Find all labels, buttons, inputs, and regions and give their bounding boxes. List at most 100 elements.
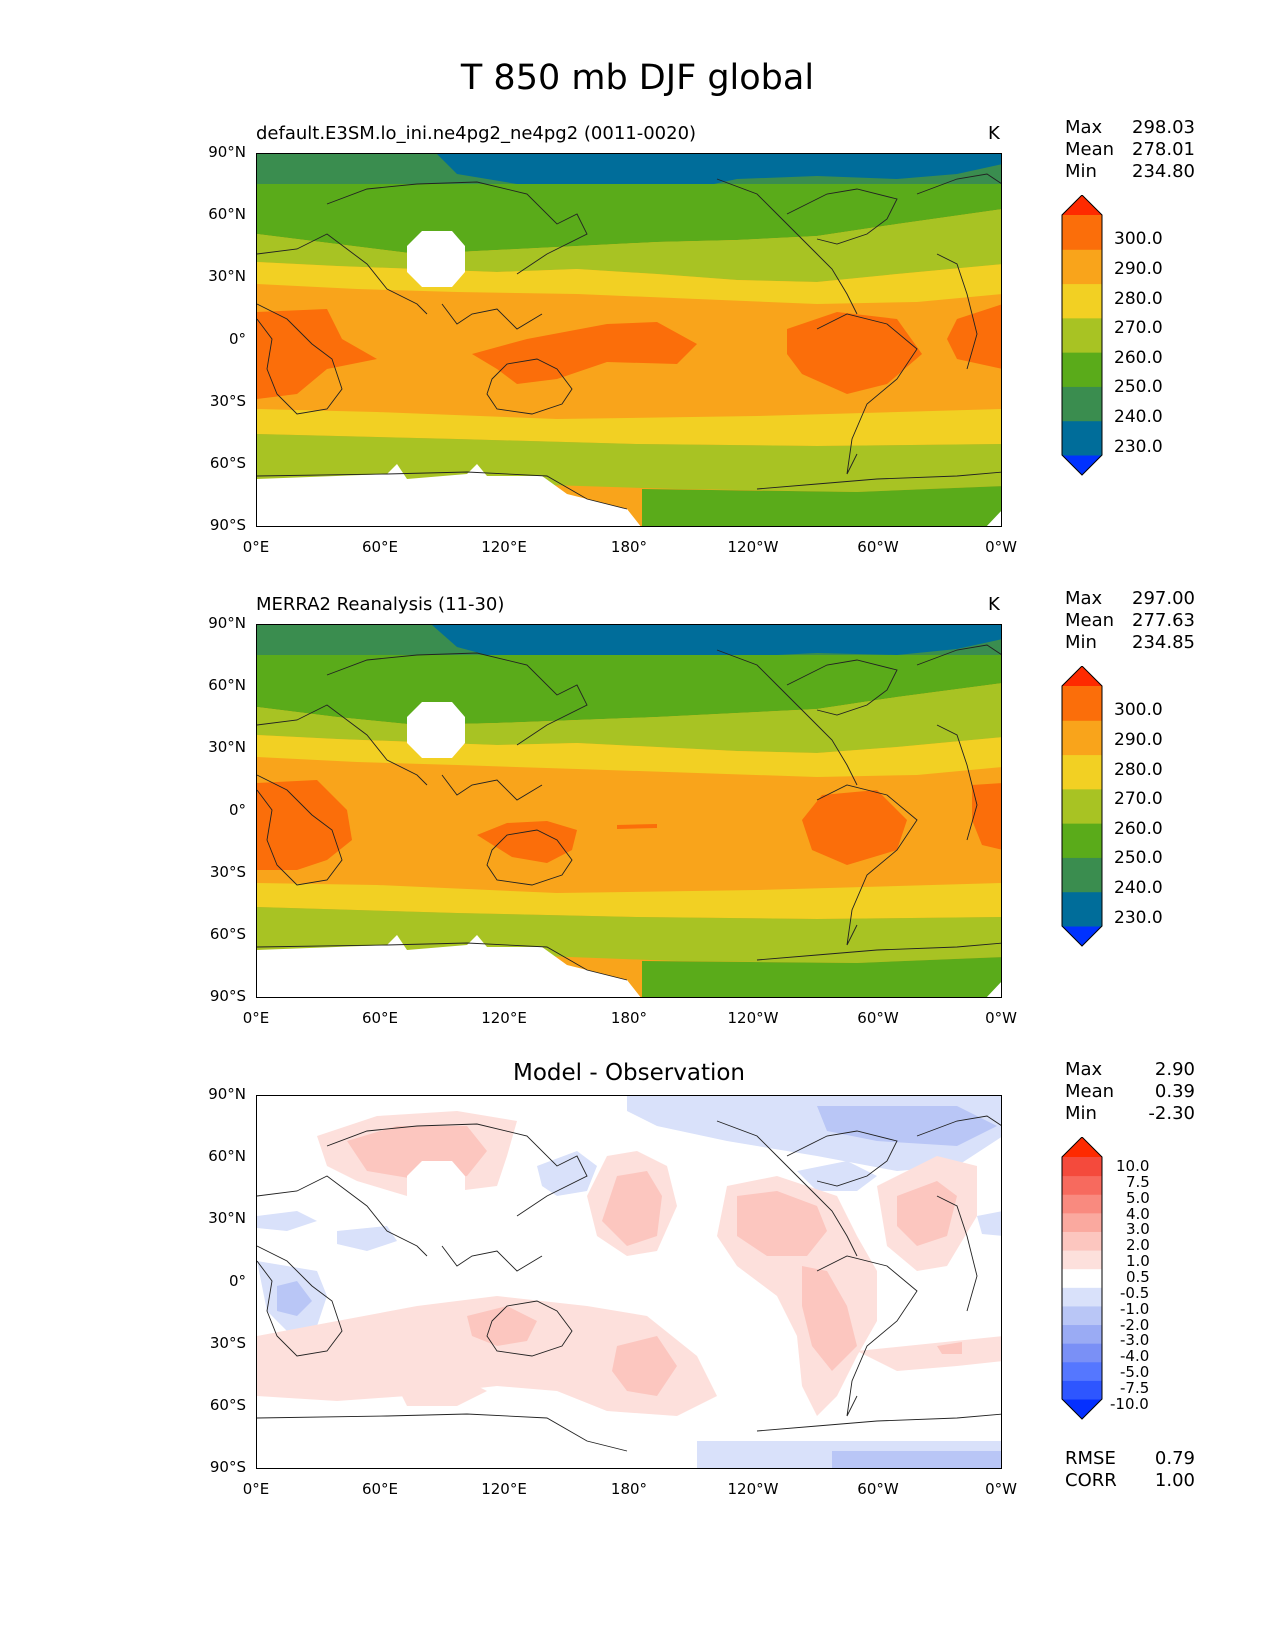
ytick-60s: 60°S — [209, 454, 246, 472]
colorbar-segment — [1062, 754, 1102, 790]
stat-max: 2.90 — [1154, 1059, 1195, 1080]
ytick-30n: 30°N — [208, 738, 246, 756]
xtick-180: 180° — [610, 1009, 648, 1027]
xtick-60w: 60°W — [857, 538, 899, 556]
cbar-label: -7.5 — [1120, 1379, 1150, 1397]
cbar-label: 280.0 — [1114, 760, 1163, 780]
colorbar-segment — [1062, 1287, 1102, 1307]
colorbar-segment — [1062, 1212, 1102, 1232]
panel2-map — [256, 624, 1002, 998]
colorbar-outline — [1061, 194, 1103, 476]
stat-min: 234.85 — [1132, 632, 1195, 653]
cbar-label: 230.0 — [1114, 437, 1163, 457]
cbar-label: 230.0 — [1114, 908, 1163, 928]
stat-label: Max — [1065, 1059, 1103, 1080]
panel1-map — [256, 153, 1002, 527]
ytick-60n: 60°N — [208, 205, 246, 223]
cbar-label: 270.0 — [1114, 318, 1163, 338]
ytick-90n: 90°N — [208, 1085, 246, 1103]
ytick-90n: 90°N — [208, 143, 246, 161]
colorbar-segment — [1062, 1268, 1102, 1288]
xtick-180: 180° — [610, 538, 648, 556]
ytick-60s: 60°S — [209, 925, 246, 943]
stat-max: 298.03 — [1132, 117, 1195, 138]
cbar-label: 240.0 — [1114, 878, 1163, 898]
colorbar-segment — [1062, 420, 1102, 456]
panel1-colorbar — [1060, 194, 1104, 499]
cbar-label: 10.0 — [1116, 1157, 1150, 1175]
colorbar-segment — [1062, 1380, 1102, 1400]
colorbar-segment — [1062, 1194, 1102, 1214]
colorbar-outline — [1061, 1136, 1103, 1420]
cbar-label: 0.5 — [1126, 1268, 1150, 1286]
colorbar-segment — [1062, 1305, 1102, 1326]
colorbar-segment — [1062, 1157, 1102, 1177]
ytick-90s: 90°S — [209, 987, 246, 1005]
cbar-label: 250.0 — [1114, 848, 1163, 868]
cbar-label: 270.0 — [1114, 789, 1163, 809]
cbar-label: -4.0 — [1120, 1347, 1150, 1365]
colorbar-extend-high — [1062, 195, 1102, 215]
ytick-60n: 60°N — [208, 676, 246, 694]
cbar-label: 260.0 — [1114, 348, 1163, 368]
panel3-title: Model - Observation — [512, 1060, 746, 1086]
colorbar-segment — [1062, 317, 1102, 353]
xtick-0w: 0°W — [985, 1009, 1017, 1027]
cbar-label: -2.0 — [1120, 1316, 1150, 1334]
xtick-60w: 60°W — [857, 1480, 899, 1498]
cbar-label: -3.0 — [1120, 1331, 1150, 1349]
colorbar-extend-high — [1062, 666, 1102, 686]
cbar-label: 290.0 — [1114, 259, 1163, 279]
colorbar-segment — [1062, 788, 1102, 824]
xtick-0w: 0°W — [985, 1480, 1017, 1498]
stat-min: 234.80 — [1132, 161, 1195, 182]
panel1-stats: Max 298.03 Mean 278.01 Min 234.80 — [1065, 117, 1195, 183]
panel3-stats: Max 2.90 Mean 0.39 Min -2.30 — [1065, 1059, 1195, 1125]
panel2-units: K — [988, 594, 1000, 615]
colorbar-segment — [1062, 1361, 1102, 1381]
stat-label: Mean — [1065, 1081, 1115, 1102]
cbar-label: 280.0 — [1114, 289, 1163, 309]
colorbar-extend-low — [1062, 455, 1102, 475]
ytick-60s: 60°S — [209, 1396, 246, 1414]
colorbar-outline — [1061, 665, 1103, 947]
figure-title: T 850 mb DJF global — [460, 58, 815, 98]
metric-rmse: 0.79 — [1154, 1448, 1195, 1469]
cbar-label: 3.0 — [1126, 1220, 1150, 1238]
metric-corr: 1.00 — [1154, 1470, 1195, 1491]
stat-label: Mean — [1065, 610, 1115, 631]
ytick-30n: 30°N — [208, 267, 246, 285]
colorbar-segment — [1062, 283, 1102, 319]
ytick-0: 0° — [228, 801, 246, 819]
cbar-label: -5.0 — [1120, 1363, 1150, 1381]
xtick-120w: 120°W — [727, 1009, 779, 1027]
cbar-label: 300.0 — [1114, 229, 1163, 249]
stat-mean: 277.63 — [1132, 610, 1195, 631]
colorbar-extend-low — [1062, 926, 1102, 946]
colorbar-segment — [1062, 1324, 1102, 1344]
cbar-label: 5.0 — [1126, 1189, 1150, 1207]
xtick-60e: 60°E — [361, 1480, 399, 1498]
metric-label: CORR — [1065, 1470, 1117, 1491]
cbar-label: 260.0 — [1114, 819, 1163, 839]
xtick-180: 180° — [610, 1480, 648, 1498]
stat-label: Min — [1065, 1103, 1097, 1124]
panel1-units: K — [988, 123, 1000, 144]
ytick-0: 0° — [228, 330, 246, 348]
colorbar-segment — [1062, 823, 1102, 858]
cbar-label: 2.0 — [1126, 1236, 1150, 1254]
stat-label: Max — [1065, 588, 1103, 609]
ytick-90s: 90°S — [209, 1458, 246, 1476]
panel2-stats: Max 297.00 Mean 277.63 Min 234.85 — [1065, 588, 1195, 654]
ytick-30n: 30°N — [208, 1209, 246, 1227]
ytick-30s: 30°S — [209, 392, 246, 410]
panel3-metrics: RMSE 0.79 CORR 1.00 — [1065, 1448, 1195, 1492]
metric-label: RMSE — [1065, 1448, 1116, 1469]
stat-mean: 0.39 — [1154, 1081, 1195, 1102]
xtick-60w: 60°W — [857, 1009, 899, 1027]
xtick-0e: 0°E — [242, 538, 270, 556]
colorbar-graphic — [1061, 665, 1103, 947]
stat-label: Min — [1065, 632, 1097, 653]
colorbar-segment — [1062, 720, 1102, 756]
colorbar-graphic — [1061, 1136, 1103, 1420]
